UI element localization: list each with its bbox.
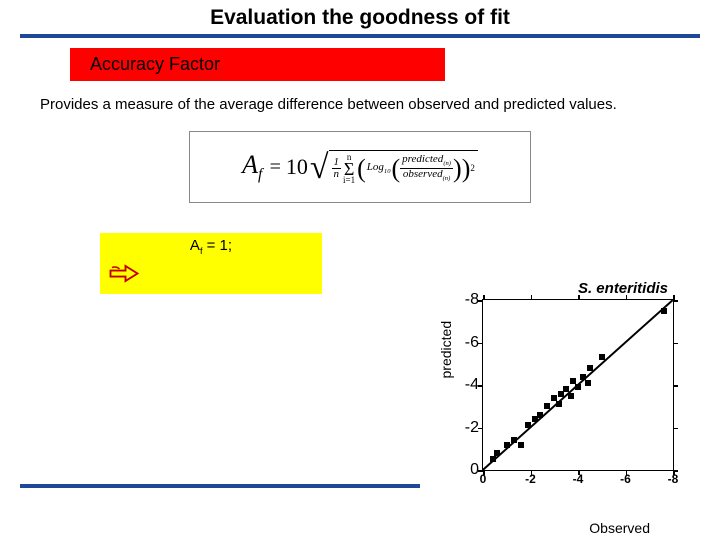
y-tick-label: -8	[465, 291, 479, 309]
paren-open-inner-icon: (	[392, 161, 401, 177]
formula-box: Af = 10 √ 1 n n Σ i=1 ( Log10	[189, 131, 531, 203]
highlight-prefix: A	[190, 237, 200, 254]
data-point	[490, 456, 496, 462]
y-tick-label: -4	[465, 376, 479, 394]
slide-title: Evaluation the goodness of fit	[0, 0, 720, 34]
x-axis-label: Observed	[589, 520, 650, 536]
data-point	[599, 354, 605, 360]
paren-close-inner-icon: )	[453, 161, 462, 177]
data-point	[556, 401, 562, 407]
description-text: Provides a measure of the average differ…	[0, 95, 720, 131]
formula-lhs: A	[242, 150, 258, 179]
highlight-suffix: = 1;	[202, 237, 232, 254]
scatter-chart: S. enteritidis predicted 00-2-2-4-4-6-6-…	[444, 280, 684, 500]
data-point	[537, 412, 543, 418]
paren-open-icon: (	[357, 161, 366, 177]
formula-equals: =	[268, 156, 282, 179]
section-header: Accuracy Factor	[70, 48, 445, 81]
data-point	[511, 437, 517, 443]
chart-title: S. enteritidis	[444, 280, 684, 297]
data-point	[570, 378, 576, 384]
data-point	[575, 384, 581, 390]
data-point	[525, 422, 531, 428]
ratio-fraction: predicted(n) observed(n)	[400, 154, 453, 183]
data-point	[494, 450, 500, 456]
sigma-icon: n Σ i=1	[343, 153, 355, 185]
data-point	[518, 442, 524, 448]
pointing-hand-icon	[106, 258, 142, 286]
y-axis-label: predicted	[438, 321, 454, 379]
title-underline	[20, 34, 700, 38]
data-point	[580, 374, 586, 380]
data-point	[585, 380, 591, 386]
plot-area: 00-2-2-4-4-6-6-8-8	[482, 299, 674, 471]
formula-base: 10	[286, 154, 308, 180]
exponent-2: 2	[470, 164, 475, 173]
fraction-1-over-n: 1 n	[332, 157, 342, 181]
data-point	[544, 403, 550, 409]
y-tick-label: -6	[465, 334, 479, 352]
data-point	[551, 395, 557, 401]
data-point	[661, 308, 667, 314]
data-point	[568, 393, 574, 399]
footer-accent-line	[20, 484, 420, 488]
formula-lhs-sub: f	[258, 166, 262, 183]
log-label: Log	[367, 161, 384, 173]
formula: Af = 10 √ 1 n n Σ i=1 ( Log10	[242, 150, 478, 185]
highlight-box: Af = 1;	[100, 233, 322, 294]
paren-close-icon: )	[462, 161, 471, 177]
data-point	[587, 365, 593, 371]
y-tick-label: -2	[465, 419, 479, 437]
sqrt-icon: √ 1 n n Σ i=1 ( Log10 ( predicted(	[310, 150, 478, 185]
data-point	[504, 442, 510, 448]
data-point	[563, 386, 569, 392]
